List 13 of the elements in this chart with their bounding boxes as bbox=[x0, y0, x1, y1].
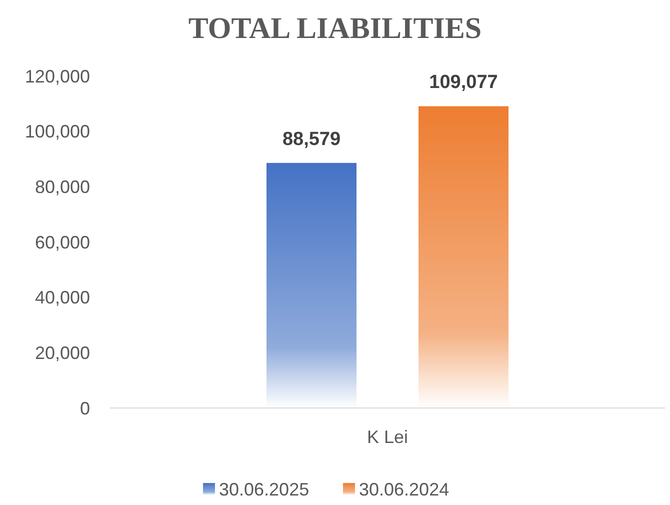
data-label: 109,077 bbox=[429, 72, 498, 94]
y-tick-label: 80,000 bbox=[34, 176, 90, 197]
y-tick-label: 20,000 bbox=[34, 342, 90, 363]
data-label: 88,579 bbox=[282, 128, 341, 150]
y-tick-label: 40,000 bbox=[34, 288, 90, 308]
y-tick-label: 120,000 bbox=[24, 66, 90, 86]
y-tick-label: 0 bbox=[80, 398, 90, 418]
y-tick-label: 60,000 bbox=[34, 232, 90, 252]
x-tick-label: K Lei bbox=[366, 427, 408, 447]
legend-label: 30.06.2025 bbox=[219, 479, 310, 500]
legend-label: 30.06.2024 bbox=[359, 479, 450, 500]
y-tick-label: 100,000 bbox=[24, 122, 90, 142]
chart-title: TOTAL LIABILITIES bbox=[188, 12, 482, 45]
